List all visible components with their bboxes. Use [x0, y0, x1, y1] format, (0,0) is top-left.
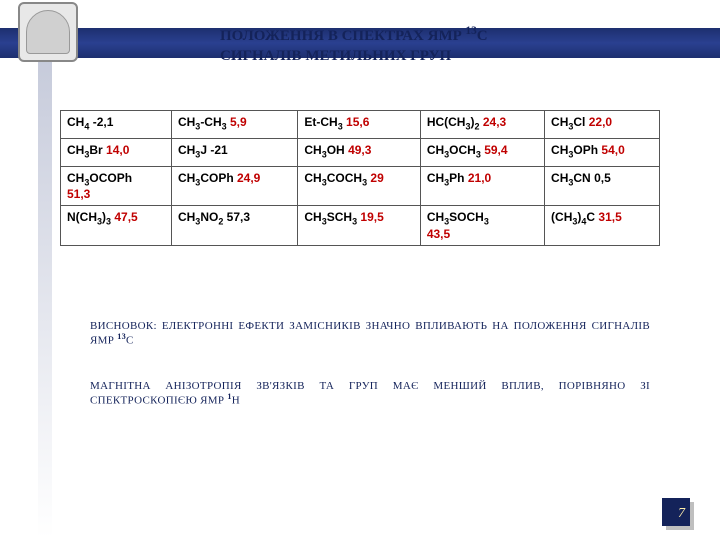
page-number: 7 [678, 506, 685, 522]
conclusion-1: ВИСНОВОК: ЕЛЕКТРОННІ ЕФЕКТИ ЗАМІСНИКІВ З… [90, 320, 650, 347]
table-cell: CH3OH 49,3 [298, 139, 420, 167]
table-cell: CH3OPh 54,0 [545, 139, 660, 167]
table-cell: CH3CN 0,5 [545, 167, 660, 206]
table-cell: CH3-CH3 5,9 [171, 111, 297, 139]
page-num-box [662, 498, 690, 526]
vertical-band [38, 58, 52, 538]
table-cell: CH3COPh 24,9 [171, 167, 297, 206]
table-row: CH4 -2,1CH3-CH3 5,9Et-CH3 15,6HC(CH3)2 2… [61, 111, 660, 139]
table-row: N(CH3)3 47,5CH3NO2 57,3CH3SCH3 19,5CH3SO… [61, 206, 660, 245]
table-cell: HC(CH3)2 24,3 [420, 111, 544, 139]
table-cell: CH3Cl 22,0 [545, 111, 660, 139]
table-cell: CH3J -21 [171, 139, 297, 167]
table-cell: CH3NO2 57,3 [171, 206, 297, 245]
table-cell: CH3OCH3 59,4 [420, 139, 544, 167]
table-row: CH3Br 14,0CH3J -21CH3OH 49,3CH3OCH3 59,4… [61, 139, 660, 167]
table-cell: CH3Ph 21,0 [420, 167, 544, 206]
table-cell: CH3SOCH343,5 [420, 206, 544, 245]
table-cell: CH3SCH3 19,5 [298, 206, 420, 245]
nmr-table: CH4 -2,1CH3-CH3 5,9Et-CH3 15,6HC(CH3)2 2… [60, 110, 660, 246]
page-title: ПОЛОЖЕННЯ В СПЕКТРАХ ЯМР 13С СИГНАЛІВ МЕ… [220, 24, 680, 67]
table-cell: CH4 -2,1 [61, 111, 172, 139]
table-row: CH3OCOPh51,3CH3COPh 24,9CH3COCH3 29CH3Ph… [61, 167, 660, 206]
table-cell: CH3Br 14,0 [61, 139, 172, 167]
table-cell: (CH3)4C 31,5 [545, 206, 660, 245]
table-cell: CH3OCOPh51,3 [61, 167, 172, 206]
logo [18, 2, 78, 62]
conclusion-2: МАГНІТНА АНІЗОТРОПІЯ ЗВ'ЯЗКІВ ТА ГРУП МА… [90, 380, 650, 407]
table-cell: CH3COCH3 29 [298, 167, 420, 206]
table-cell: N(CH3)3 47,5 [61, 206, 172, 245]
table-cell: Et-CH3 15,6 [298, 111, 420, 139]
